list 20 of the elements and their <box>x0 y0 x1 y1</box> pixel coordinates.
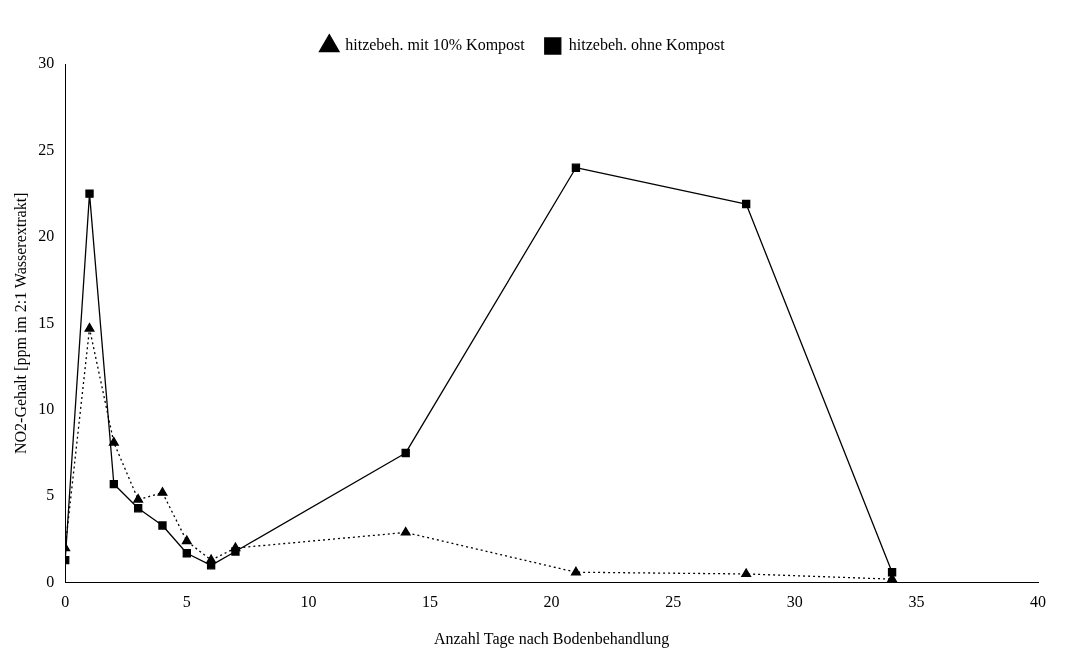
y-tick-label: 15 <box>38 313 55 331</box>
x-tick-label: 40 <box>1030 593 1046 611</box>
y-tick-label: 25 <box>38 140 55 158</box>
y-tick-label: 5 <box>46 486 55 504</box>
x-tick-label: 10 <box>300 593 317 611</box>
x-tick-label: 20 <box>543 593 560 611</box>
y-tick-label: 0 <box>46 572 55 590</box>
x-tick-label: 0 <box>61 593 70 611</box>
x-tick-label: 25 <box>665 593 682 611</box>
x-tick-label: 30 <box>786 593 803 611</box>
x-axis-title: Anzahl Tage nach Bodenbehandlung <box>433 629 670 648</box>
y-axis-title: NO2-Gehalt [ppm im 2:1 Wasserextrakt] <box>11 192 30 455</box>
legend-label: hitzebeh. ohne Kompost <box>568 36 726 55</box>
y-tick-label: 20 <box>38 227 55 245</box>
y-tick-label: 10 <box>38 399 55 417</box>
x-tick-label: 35 <box>908 593 925 611</box>
x-tick-label: 5 <box>182 593 191 611</box>
legend-label: hitzebeh. mit 10% Kompost <box>345 36 526 55</box>
x-tick-label: 15 <box>422 593 438 611</box>
y-tick-label: 30 <box>38 54 55 72</box>
